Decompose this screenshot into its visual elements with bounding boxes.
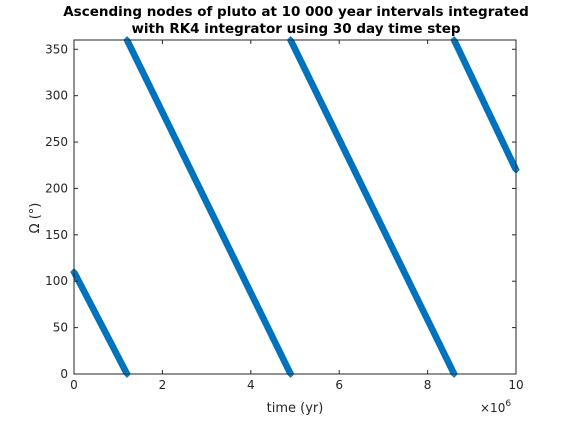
y-tick-label: 50 [53,321,68,335]
chart-title-line-1: Ascending nodes of pluto at 10 000 year … [63,4,529,20]
y-tick-label: 0 [60,367,68,381]
x-axis-label: time (yr) [267,401,324,416]
x-axis-exponent-base: ×10 [480,401,505,415]
x-tick-label: 8 [424,378,432,392]
y-tick-label: 150 [45,228,68,242]
x-axis-exponent-power: 6 [505,399,511,409]
x-tick-label: 4 [247,378,255,392]
y-tick-label: 250 [45,135,68,149]
x-tick-label: 10 [508,378,523,392]
chart-title-line-2: with RK4 integrator using 30 day time st… [131,21,460,37]
y-tick-label: 350 [45,42,68,56]
x-tick-label: 6 [335,378,343,392]
plot-area [74,40,516,374]
x-tick-label: 2 [159,378,167,392]
y-tick-label: 200 [45,181,68,195]
x-tick-label: 0 [70,378,78,392]
y-axis-label: Ω (°) [28,203,43,234]
y-tick-label: 100 [45,274,68,288]
y-tick-label: 300 [45,89,68,103]
